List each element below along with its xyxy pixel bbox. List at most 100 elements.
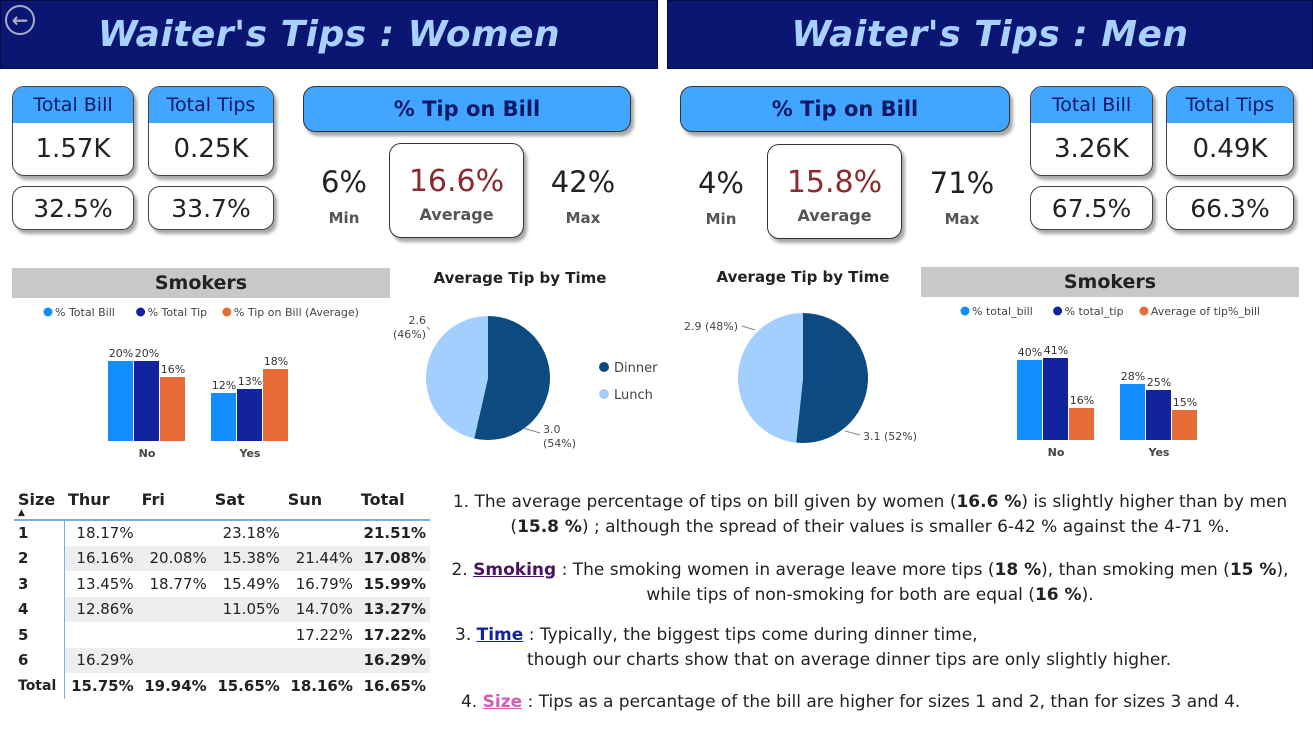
women-banner: Waiter's Tips : Women bbox=[0, 0, 658, 69]
legend-marker bbox=[222, 307, 232, 317]
legend-marker bbox=[43, 307, 53, 317]
col-size[interactable]: Size ▲ bbox=[18, 490, 56, 518]
legend-label: % total_bill bbox=[972, 305, 1033, 318]
table-footer-cell: Total bbox=[14, 673, 65, 699]
men-bill-share: 67.5% bbox=[1030, 186, 1153, 230]
table-cell: 11.05% bbox=[210, 596, 284, 622]
table-cell-size: 4 bbox=[14, 596, 65, 622]
table-cell: 18.77% bbox=[149, 574, 207, 593]
bar bbox=[1172, 410, 1197, 440]
table-cell: 13.27% bbox=[356, 596, 430, 622]
table-cell: 14.70% bbox=[283, 596, 357, 622]
women-total-bill-label: Total Bill bbox=[13, 87, 133, 123]
men-min-label: Min bbox=[705, 210, 737, 228]
women-average-label: Average bbox=[419, 205, 494, 224]
note-3: 3. Time : Typically, the biggest tips co… bbox=[455, 623, 1175, 673]
women-bill-share: 32.5% bbox=[12, 186, 134, 230]
category-label: No bbox=[1048, 446, 1065, 459]
table-cell bbox=[210, 647, 284, 673]
category-label: No bbox=[139, 447, 156, 460]
bar bbox=[1069, 408, 1094, 440]
note-4-keyword-size[interactable]: Size bbox=[482, 692, 523, 712]
category-label: Yes bbox=[239, 447, 261, 460]
bar-data-label: 12% bbox=[212, 379, 236, 392]
leader-line bbox=[844, 430, 861, 436]
back-arrow-icon[interactable]: ← bbox=[5, 5, 35, 35]
men-max-label: Max bbox=[944, 210, 980, 228]
pie-slice bbox=[426, 316, 488, 439]
table-cell-size: 2 bbox=[14, 545, 65, 571]
table-cell bbox=[64, 622, 138, 648]
note-1-text: 1. The average percentage of tips on bil… bbox=[452, 492, 957, 512]
men-average-card: 15.8% Average bbox=[767, 144, 902, 239]
women-avg-tip-pie-chart: 3.0(54%) 2.6(46%) Dinner Lunch bbox=[393, 314, 658, 450]
table-cell: 16.29% bbox=[64, 647, 138, 673]
bar-data-label: 28% bbox=[1121, 370, 1145, 383]
legend-marker bbox=[1139, 306, 1149, 316]
legend-marker bbox=[599, 362, 609, 372]
note-1-text-2: ) is slightly higher than by men bbox=[1021, 492, 1288, 512]
note-2-text-5: ). bbox=[1081, 585, 1094, 605]
legend-marker bbox=[1053, 306, 1063, 316]
legend-marker bbox=[960, 306, 970, 316]
table-header-row: Size ▲ Thur Fri Sat Sun Total bbox=[14, 490, 430, 520]
note-2-women-smoking: 18 % bbox=[994, 560, 1042, 580]
bar-data-label: 20% bbox=[109, 347, 133, 360]
bar-data-label: 40% bbox=[1018, 346, 1042, 359]
bar bbox=[134, 361, 159, 441]
bar-data-label: 13% bbox=[238, 375, 262, 388]
table-row: 4 12.86% 11.05% 14.70% 13.27% bbox=[14, 596, 430, 622]
men-tip-on-bill-header: % Tip on Bill bbox=[680, 86, 1010, 132]
women-total-tips-label: Total Tips bbox=[149, 87, 273, 123]
men-smokers-title: Smokers bbox=[921, 267, 1299, 297]
note-4: 4. Size : Tips as a percantage of the bi… bbox=[461, 690, 1281, 715]
pie-data-label: 3.0 bbox=[543, 423, 561, 436]
table-cell bbox=[138, 520, 211, 546]
women-total-bill-card: Total Bill 1.57K bbox=[12, 86, 134, 176]
men-max-value: 71% bbox=[929, 166, 995, 200]
table-footer-cell: 18.16% bbox=[290, 676, 353, 695]
legend-label: Average of tip%_bill bbox=[1151, 305, 1260, 318]
women-smokers-bar-chart: % Total Bill % Total Tip % Tip on Bill (Av… bbox=[43, 306, 359, 460]
bar bbox=[237, 389, 262, 441]
note-2-text-2: ), than smoking men ( bbox=[1041, 560, 1230, 580]
legend-marker bbox=[599, 389, 609, 399]
col-sat[interactable]: Sat bbox=[214, 490, 245, 509]
table-cell bbox=[211, 622, 284, 648]
table-footer-row: Total 15.75% 19.94% 15.65% 18.16% 16.65% bbox=[14, 673, 430, 699]
bar-data-label: 15% bbox=[1173, 396, 1197, 409]
leader-line bbox=[522, 427, 541, 434]
women-pie-title: Average Tip by Time bbox=[433, 269, 607, 287]
women-max-label: Max bbox=[565, 209, 601, 227]
note-3-keyword-time[interactable]: Time bbox=[476, 625, 524, 645]
table-cell bbox=[283, 647, 357, 673]
table-cell-size: 6 bbox=[14, 647, 65, 673]
table-row: 2 16.16% 20.08% 15.38% 21.44% 17.08% bbox=[14, 545, 430, 571]
men-banner: Waiter's Tips : Men bbox=[667, 0, 1313, 69]
legend-label: Dinner bbox=[614, 361, 658, 376]
women-total-tips-value: 0.25K bbox=[173, 134, 249, 164]
col-fri[interactable]: Fri bbox=[141, 490, 165, 509]
table-cell-size: 5 bbox=[14, 622, 65, 648]
col-thur[interactable]: Thur bbox=[68, 490, 110, 509]
note-2-keyword-smoking[interactable]: Smoking bbox=[473, 560, 557, 580]
women-total-bill-value: 1.57K bbox=[35, 134, 111, 164]
legend-marker bbox=[136, 307, 146, 317]
note-1-text-4: ) ; although the spread of their values … bbox=[581, 517, 1230, 537]
pie-data-label: (54%) bbox=[543, 437, 576, 450]
bar bbox=[263, 369, 288, 441]
col-sun[interactable]: Sun bbox=[287, 490, 323, 509]
table-row: 6 16.29% 16.29% bbox=[14, 647, 430, 673]
women-average-card: 16.6% Average bbox=[389, 143, 524, 238]
table-cell-size: 1 bbox=[14, 520, 65, 546]
men-total-tips-value: 0.49K bbox=[1192, 134, 1268, 164]
table-cell: 20.08% bbox=[137, 545, 211, 571]
legend-label: % Tip on Bill (Average) bbox=[234, 306, 359, 319]
category-label: Yes bbox=[1148, 446, 1170, 459]
bar bbox=[1146, 390, 1171, 440]
men-smokers-bar-chart: % total_bill % total_tip Average of tip%_b… bbox=[960, 305, 1260, 459]
table-cell: 16.79% bbox=[295, 574, 353, 593]
men-title: Waiter's Tips : Men bbox=[791, 14, 1189, 55]
men-average-value: 15.8% bbox=[786, 165, 883, 200]
col-total[interactable]: Total bbox=[360, 490, 405, 509]
